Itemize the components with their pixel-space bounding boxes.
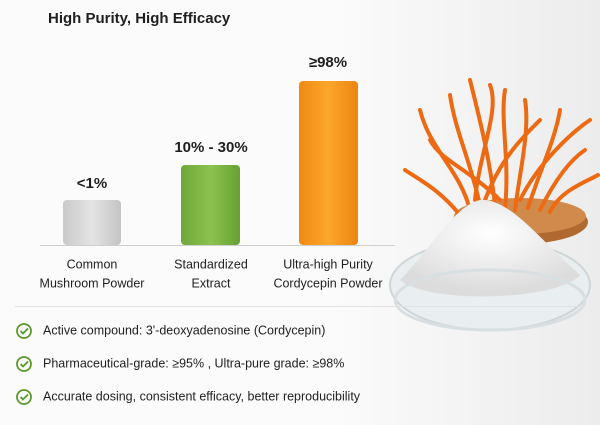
bar [63,200,121,245]
bar-label: ≥98% [309,54,347,71]
bar-label: <1% [77,175,107,192]
category-name: Common [67,257,118,271]
category-name: Ultra-high Purity [283,257,373,271]
check-icon [16,356,32,372]
check-icon [16,323,32,339]
title: High Purity, High Efficacy [48,10,231,27]
category-name: Cordycepin Powder [273,276,382,290]
feature-text: Accurate dosing, consistent efficacy, be… [43,389,361,403]
feature-text: Pharmaceutical-grade: ≥95% , Ultra-pure … [43,356,344,370]
bar-label: 10% - 30% [174,139,247,156]
category-name: Extract [192,276,231,290]
feature-text: Active compound: 3'-deoxyadenosine (Cord… [43,323,325,337]
bar [299,81,358,245]
product-illustration [389,78,600,332]
check-icon [16,389,32,405]
category-name: Mushroom Powder [40,276,145,290]
bar [181,165,240,245]
category-name: Standardized [174,257,248,271]
